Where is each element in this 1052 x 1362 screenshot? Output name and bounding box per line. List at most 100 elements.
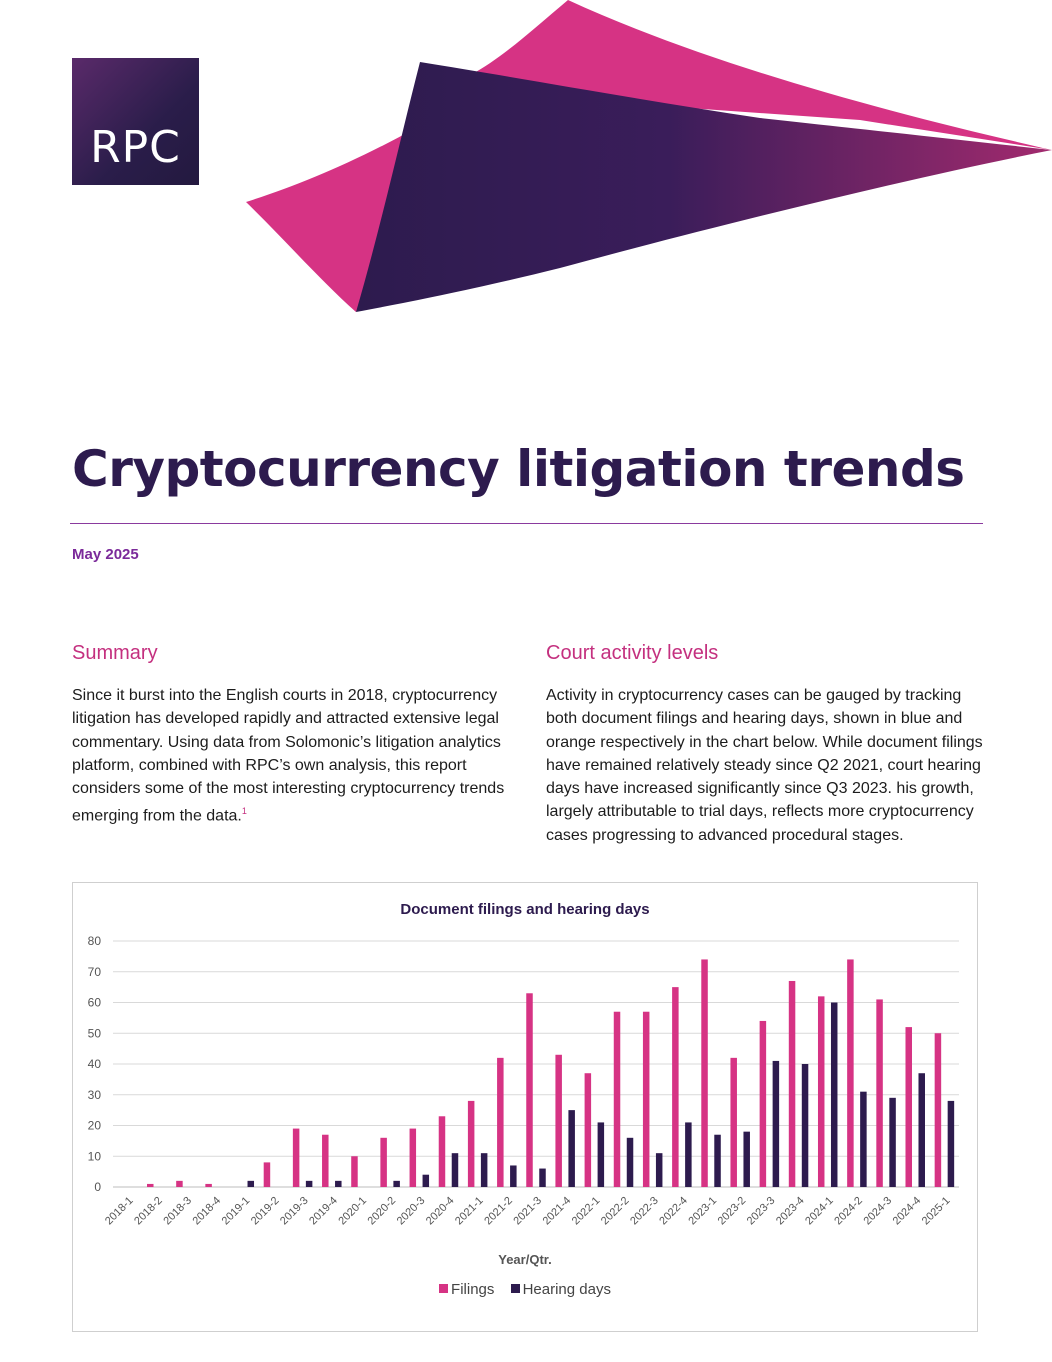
legend-hearing-days: Hearing days xyxy=(510,1281,611,1298)
bar-filings xyxy=(701,959,708,1187)
bar-hearing-days xyxy=(860,1091,867,1187)
x-tick-label: 2019-4 xyxy=(307,1195,340,1228)
x-tick-label: 2024-1 xyxy=(803,1195,836,1228)
bar-filings xyxy=(147,1183,154,1187)
y-tick-label: 20 xyxy=(88,1119,102,1133)
x-tick-label: 2018-3 xyxy=(161,1195,194,1228)
y-tick-label: 80 xyxy=(88,934,102,948)
bar-hearing-days xyxy=(801,1064,809,1187)
legend-swatch-hearing-days xyxy=(510,1284,520,1293)
x-tick-label: 2024-2 xyxy=(832,1195,865,1228)
publication-date: May 2025 xyxy=(72,546,139,563)
x-tick-label: 2025-1 xyxy=(920,1195,953,1228)
bar-filings xyxy=(759,1020,767,1187)
bar-hearing-days xyxy=(597,1122,605,1187)
x-tick-label: 2018-4 xyxy=(191,1195,224,1228)
bar-hearing-days xyxy=(305,1180,313,1187)
y-tick-label: 10 xyxy=(88,1149,102,1163)
bar-filings xyxy=(905,1027,912,1187)
bar-hearing-days xyxy=(393,1180,400,1187)
title-divider xyxy=(70,523,983,524)
x-tick-label: 2021-2 xyxy=(482,1195,515,1228)
legend-label-hearing-days: Hearing days xyxy=(522,1281,611,1298)
bar-filings xyxy=(613,1011,621,1187)
x-tick-label: 2021-4 xyxy=(541,1195,574,1228)
x-tick-label: 2022-3 xyxy=(628,1195,661,1228)
x-tick-label: 2023-2 xyxy=(716,1195,749,1228)
bar-filings xyxy=(584,1073,592,1187)
bar-filings xyxy=(263,1162,271,1187)
x-tick-label: 2019-1 xyxy=(220,1195,253,1228)
bar-filings xyxy=(380,1137,387,1187)
footnote-ref[interactable]: 1 xyxy=(241,806,247,817)
bar-hearing-days xyxy=(335,1180,342,1187)
bar-filings xyxy=(847,959,854,1187)
header-ribbon-graphic xyxy=(246,0,1052,312)
bar-hearing-days xyxy=(830,1002,838,1187)
x-tick-label: 2019-3 xyxy=(278,1195,311,1228)
bar-filings xyxy=(555,1054,562,1187)
bar-filings xyxy=(438,1116,446,1187)
x-tick-label: 2018-1 xyxy=(103,1195,136,1228)
bar-hearing-days xyxy=(480,1153,488,1187)
x-tick-label: 2022-1 xyxy=(570,1195,603,1228)
court-activity-heading: Court activity levels xyxy=(546,642,719,664)
y-tick-label: 40 xyxy=(88,1057,102,1071)
x-tick-label: 2022-2 xyxy=(599,1195,632,1228)
bar-filings xyxy=(292,1128,300,1187)
chart-container: Document filings and hearing days 0 10 20 30… xyxy=(72,882,978,1332)
bar-hearing-days xyxy=(451,1153,459,1187)
bar-filings xyxy=(730,1057,737,1187)
bar-filings xyxy=(497,1057,504,1187)
bar-filings xyxy=(467,1100,475,1187)
x-tick-label: 2020-1 xyxy=(336,1195,369,1228)
bar-hearing-days xyxy=(889,1097,896,1187)
bar-filings xyxy=(409,1128,417,1187)
x-tick-label: 2020-3 xyxy=(395,1195,428,1228)
bar-hearing-days xyxy=(714,1134,721,1187)
x-axis-label: Year/Qtr. xyxy=(498,1252,551,1267)
x-tick-label: 2021-1 xyxy=(453,1195,486,1228)
rpc-logo: RPC xyxy=(72,58,199,185)
bar-filings xyxy=(205,1183,212,1187)
x-tick-label: 2020-2 xyxy=(366,1195,399,1228)
bar-hearing-days xyxy=(568,1110,575,1187)
x-tick-label: 2018-2 xyxy=(132,1195,165,1228)
x-tick-label: 2023-4 xyxy=(774,1195,807,1228)
bar-filings xyxy=(351,1156,358,1187)
bar-hearing-days xyxy=(947,1100,955,1187)
legend-label-filings: Filings xyxy=(451,1281,495,1298)
x-tick-label: 2019-2 xyxy=(249,1195,282,1228)
court-activity-body: Activity in cryptocurrency cases can be … xyxy=(546,687,983,844)
chart-legend: Filings Hearing days xyxy=(73,1281,977,1298)
y-tick-label: 70 xyxy=(88,965,102,979)
logo-text: RPC xyxy=(90,122,181,173)
bar-hearing-days xyxy=(247,1180,255,1187)
y-tick-label: 60 xyxy=(88,996,102,1010)
summary-heading: Summary xyxy=(72,642,158,664)
y-tick-label: 0 xyxy=(94,1180,101,1194)
bar-hearing-days xyxy=(626,1137,634,1187)
legend-filings: Filings xyxy=(439,1281,494,1298)
x-tick-label: 2023-3 xyxy=(745,1195,778,1228)
bar-filings xyxy=(176,1180,183,1187)
bar-filings xyxy=(876,999,883,1187)
bar-hearing-days xyxy=(743,1131,750,1187)
x-tick-label: 2024-4 xyxy=(891,1195,924,1228)
bar-chart: Document filings and hearing days 0 10 20 30… xyxy=(88,901,959,1267)
x-tick-label: 2023-1 xyxy=(686,1195,719,1228)
bar-hearing-days xyxy=(772,1060,780,1187)
bar-filings xyxy=(672,987,679,1187)
bar-filings xyxy=(934,1033,942,1187)
summary-body: Since it burst into the English courts i… xyxy=(72,684,512,828)
x-tick-label: 2021-3 xyxy=(511,1195,544,1228)
summary-text: Since it burst into the English courts i… xyxy=(72,687,505,825)
bar-hearing-days xyxy=(918,1073,925,1187)
bar-filings xyxy=(642,1011,650,1187)
bar-hearing-days xyxy=(685,1122,692,1187)
legend-swatch-filings xyxy=(439,1284,449,1293)
bar-filings xyxy=(322,1134,329,1187)
bar-hearing-days xyxy=(655,1153,663,1187)
bar-hearing-days xyxy=(422,1174,430,1187)
x-tick-label: 2020-4 xyxy=(424,1195,457,1228)
